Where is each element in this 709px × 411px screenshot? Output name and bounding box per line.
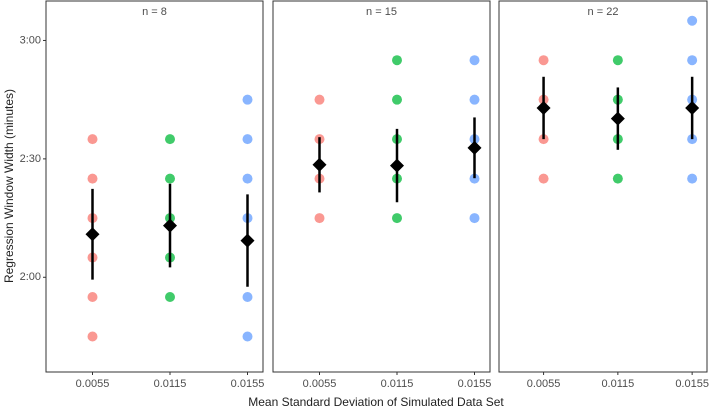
panel-title: n = 15 <box>366 6 397 18</box>
x-tick-label: 0.0055 <box>76 378 110 390</box>
x-axis-label: Mean Standard Deviation of Simulated Dat… <box>248 395 504 409</box>
data-point <box>687 173 698 184</box>
y-tick-label: 3:00 <box>20 34 41 46</box>
x-tick-label: 0.0115 <box>381 378 414 390</box>
data-point <box>687 55 698 66</box>
x-tick-label: 0.0155 <box>231 378 265 390</box>
mean-marker <box>390 158 404 173</box>
data-point <box>392 55 402 66</box>
data-point <box>242 134 253 145</box>
x-tick-label: 0.0155 <box>458 378 492 390</box>
mean-marker <box>467 140 482 155</box>
data-point <box>314 94 325 105</box>
mean-marker <box>240 233 255 248</box>
data-point <box>538 55 549 66</box>
data-point <box>469 173 480 184</box>
mean-marker <box>685 100 700 115</box>
y-tick-label: 2:30 <box>20 153 41 165</box>
data-point <box>612 55 623 66</box>
data-point <box>242 331 253 342</box>
panel <box>498 0 708 373</box>
data-point <box>469 94 480 105</box>
data-point <box>87 331 98 342</box>
data-point <box>469 55 480 66</box>
data-point <box>165 134 175 145</box>
mean-marker <box>610 111 625 126</box>
data-point <box>165 292 175 303</box>
mean-marker <box>163 218 177 233</box>
mean-marker <box>85 227 100 242</box>
panel <box>45 0 264 373</box>
x-tick-label: 0.0055 <box>303 378 337 390</box>
data-point <box>392 213 402 224</box>
x-tick-label: 0.0055 <box>527 378 561 390</box>
x-tick-label: 0.0155 <box>675 378 709 390</box>
x-tick-label: 0.0115 <box>601 378 634 390</box>
y-tick-label: 2:00 <box>20 271 41 283</box>
data-point <box>165 173 175 184</box>
data-point <box>612 173 623 184</box>
data-point <box>242 94 253 105</box>
data-point <box>314 213 325 224</box>
data-point <box>469 213 480 224</box>
data-point <box>392 94 402 105</box>
data-point <box>538 173 549 184</box>
data-point <box>687 15 698 26</box>
data-point <box>87 292 98 303</box>
panel-title: n = 8 <box>142 6 167 18</box>
mean-marker <box>312 157 327 172</box>
data-point <box>242 173 253 184</box>
panel-title: n = 22 <box>588 6 619 18</box>
mean-marker <box>536 100 551 115</box>
data-point <box>242 292 253 303</box>
y-axis-label: Regression Window Width (minutes) <box>2 89 16 283</box>
panel <box>272 0 491 373</box>
data-point <box>87 134 98 145</box>
data-point <box>87 173 98 184</box>
x-tick-label: 0.0115 <box>154 378 187 390</box>
